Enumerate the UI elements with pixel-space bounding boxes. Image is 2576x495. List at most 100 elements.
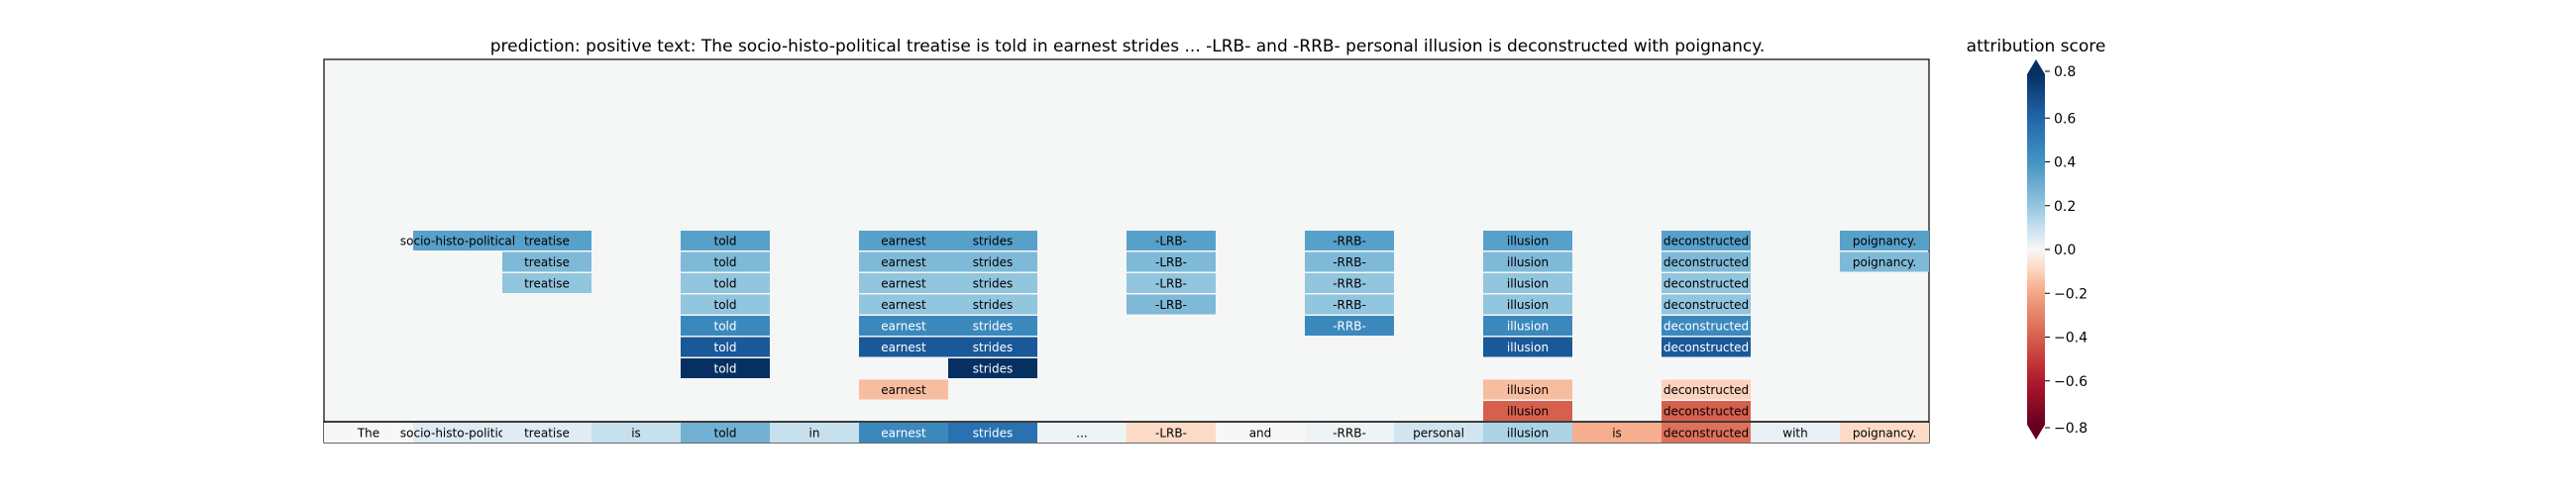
span-row-1-cell [1840, 231, 1929, 250]
base-row-token-label: earnest [881, 427, 926, 441]
span-row-2-token-label: told [714, 255, 737, 269]
base-row-token-label: in [809, 427, 820, 441]
span-row-4-token-label: -RRB- [1333, 298, 1366, 312]
span-row-4-cell [1127, 294, 1216, 315]
span-row-4-cell [681, 294, 770, 315]
span-row-6-token-label: strides [973, 341, 1013, 354]
span-row-6-token-label: deconstructed [1664, 341, 1749, 354]
span-row-7-cell [948, 358, 1037, 378]
span-row-2-token-label: earnest [881, 255, 926, 269]
base-row-token-label: treatise [524, 427, 570, 441]
span-row-2-cell [681, 251, 770, 272]
span-row-2-cell [1662, 251, 1751, 272]
span-row-1-cell [1305, 231, 1394, 250]
span-row-8-token-label: deconstructed [1664, 383, 1749, 397]
span-row-1-token-label: illusion [1507, 235, 1549, 248]
colorbar-tick-label: 0.8 [2054, 64, 2076, 80]
span-row-4-token-label: -LRB- [1155, 298, 1187, 312]
span-row-3-token-label: earnest [881, 277, 926, 291]
span-row-8-cell [859, 379, 948, 400]
span-row-9-cell [1662, 401, 1751, 421]
span-row-4-token-label: earnest [881, 298, 926, 312]
base-row-token-label: personal [1413, 427, 1464, 441]
span-row-1-cell [1483, 231, 1572, 250]
span-row-1-token-label: treatise [524, 235, 570, 248]
colorbar: 0.8 0.6 0.4 0.2 0.0 −0.2 −0.4 −0.6 −0.8 [2027, 59, 2088, 440]
chart-title: prediction: positive text: The socio-his… [490, 37, 1766, 56]
span-row-4-token-label: deconstructed [1664, 298, 1749, 312]
base-row-cell [948, 423, 1037, 443]
colorbar-tick-label: −0.4 [2054, 331, 2088, 346]
base-row-cell [1662, 423, 1751, 443]
span-row-3-token-label: treatise [524, 277, 570, 291]
span-row-2-token-label: -LRB- [1155, 255, 1187, 269]
span-row-2-cell [859, 251, 1037, 272]
plot-area [323, 58, 1930, 444]
base-row-cell [591, 423, 681, 443]
span-row-1-token-label: earnest [881, 235, 926, 248]
span-row-2-cell [1127, 251, 1216, 272]
span-row-8-cell [1483, 379, 1572, 400]
span-row-5-token-label: -RRB- [1333, 320, 1366, 334]
span-row-5-token-label: deconstructed [1664, 320, 1749, 334]
colorbar-tick-label: 0.2 [2054, 199, 2076, 215]
span-row-4-cell [1483, 294, 1572, 315]
span-row-3-cell [502, 273, 591, 293]
span-row-3-cell [1483, 273, 1572, 293]
span-row-4-cell [859, 294, 1037, 315]
span-row-2-token-label: poignancy. [1853, 255, 1916, 269]
span-row-2-token-label: deconstructed [1664, 255, 1749, 269]
span-row-5-token-label: told [714, 320, 737, 334]
base-row-token-label: deconstructed [1664, 427, 1749, 441]
span-row-5-token-label: strides [973, 320, 1013, 334]
base-row-token-label: ... [1076, 427, 1087, 441]
span-row-7-token-label: strides [973, 362, 1013, 376]
span-row-2-token-label: treatise [524, 255, 570, 269]
colorbar-tick-label: 0.0 [2054, 243, 2076, 258]
base-row-cell [1572, 423, 1662, 443]
span-row-3-cell [1127, 273, 1216, 293]
span-row-8-token-label: illusion [1507, 383, 1549, 397]
colorbar-extend-max-arrow [2027, 59, 2045, 74]
span-row-3-cell [859, 273, 1037, 293]
span-row-1-token-label: poignancy. [1853, 235, 1916, 248]
span-row-1-cell [1662, 231, 1751, 250]
span-row-9-cell [1483, 401, 1572, 421]
span-row-3-token-label: -RRB- [1333, 277, 1366, 291]
span-row-1-token-label: socio-histo-political [400, 235, 515, 248]
span-row-7-cell [681, 358, 770, 378]
span-row-1-cell [681, 231, 770, 250]
base-row-cell [413, 423, 502, 443]
span-row-9-token-label: illusion [1507, 405, 1549, 419]
span-row-7-token-label: told [714, 362, 737, 376]
base-row-token-label: told [714, 427, 737, 441]
colorbar-tick-label: −0.8 [2054, 421, 2088, 437]
span-row-3-cell [1305, 273, 1394, 293]
span-row-5-cell [1662, 316, 1751, 336]
span-row-1-token-label: -LRB- [1155, 235, 1187, 248]
span-row-2-token-label: strides [973, 255, 1013, 269]
span-row-5-token-label: illusion [1507, 320, 1549, 334]
span-row-1-token-label: strides [973, 235, 1013, 248]
base-row-token-label: is [1612, 427, 1622, 441]
span-row-4-token-label: illusion [1507, 298, 1549, 312]
span-row-8-token-label: earnest [881, 383, 926, 397]
span-row-5-cell [681, 316, 770, 336]
span-row-6-token-label: earnest [881, 341, 926, 354]
span-row-6-cell [1483, 337, 1572, 357]
span-row-3-token-label: told [714, 277, 737, 291]
base-row-cell [1127, 423, 1216, 443]
span-row-5-token-label: earnest [881, 320, 926, 334]
base-row-token-label: poignancy. [1853, 427, 1916, 441]
base-row-token-label: and [1249, 427, 1272, 441]
colorbar-tick-label: 0.4 [2054, 155, 2076, 171]
span-row-1-cell [1127, 231, 1216, 250]
span-row-2-token-label: -RRB- [1333, 255, 1366, 269]
span-row-3-cell [1662, 273, 1751, 293]
base-row-cell [681, 423, 770, 443]
span-row-1-token-label: deconstructed [1664, 235, 1749, 248]
heatmap-cells: The socio-histo-political treatise is told in… [324, 231, 1929, 443]
span-row-1-cell [413, 231, 591, 250]
span-row-8-cell [1662, 379, 1751, 400]
span-row-4-token-label: strides [973, 298, 1013, 312]
